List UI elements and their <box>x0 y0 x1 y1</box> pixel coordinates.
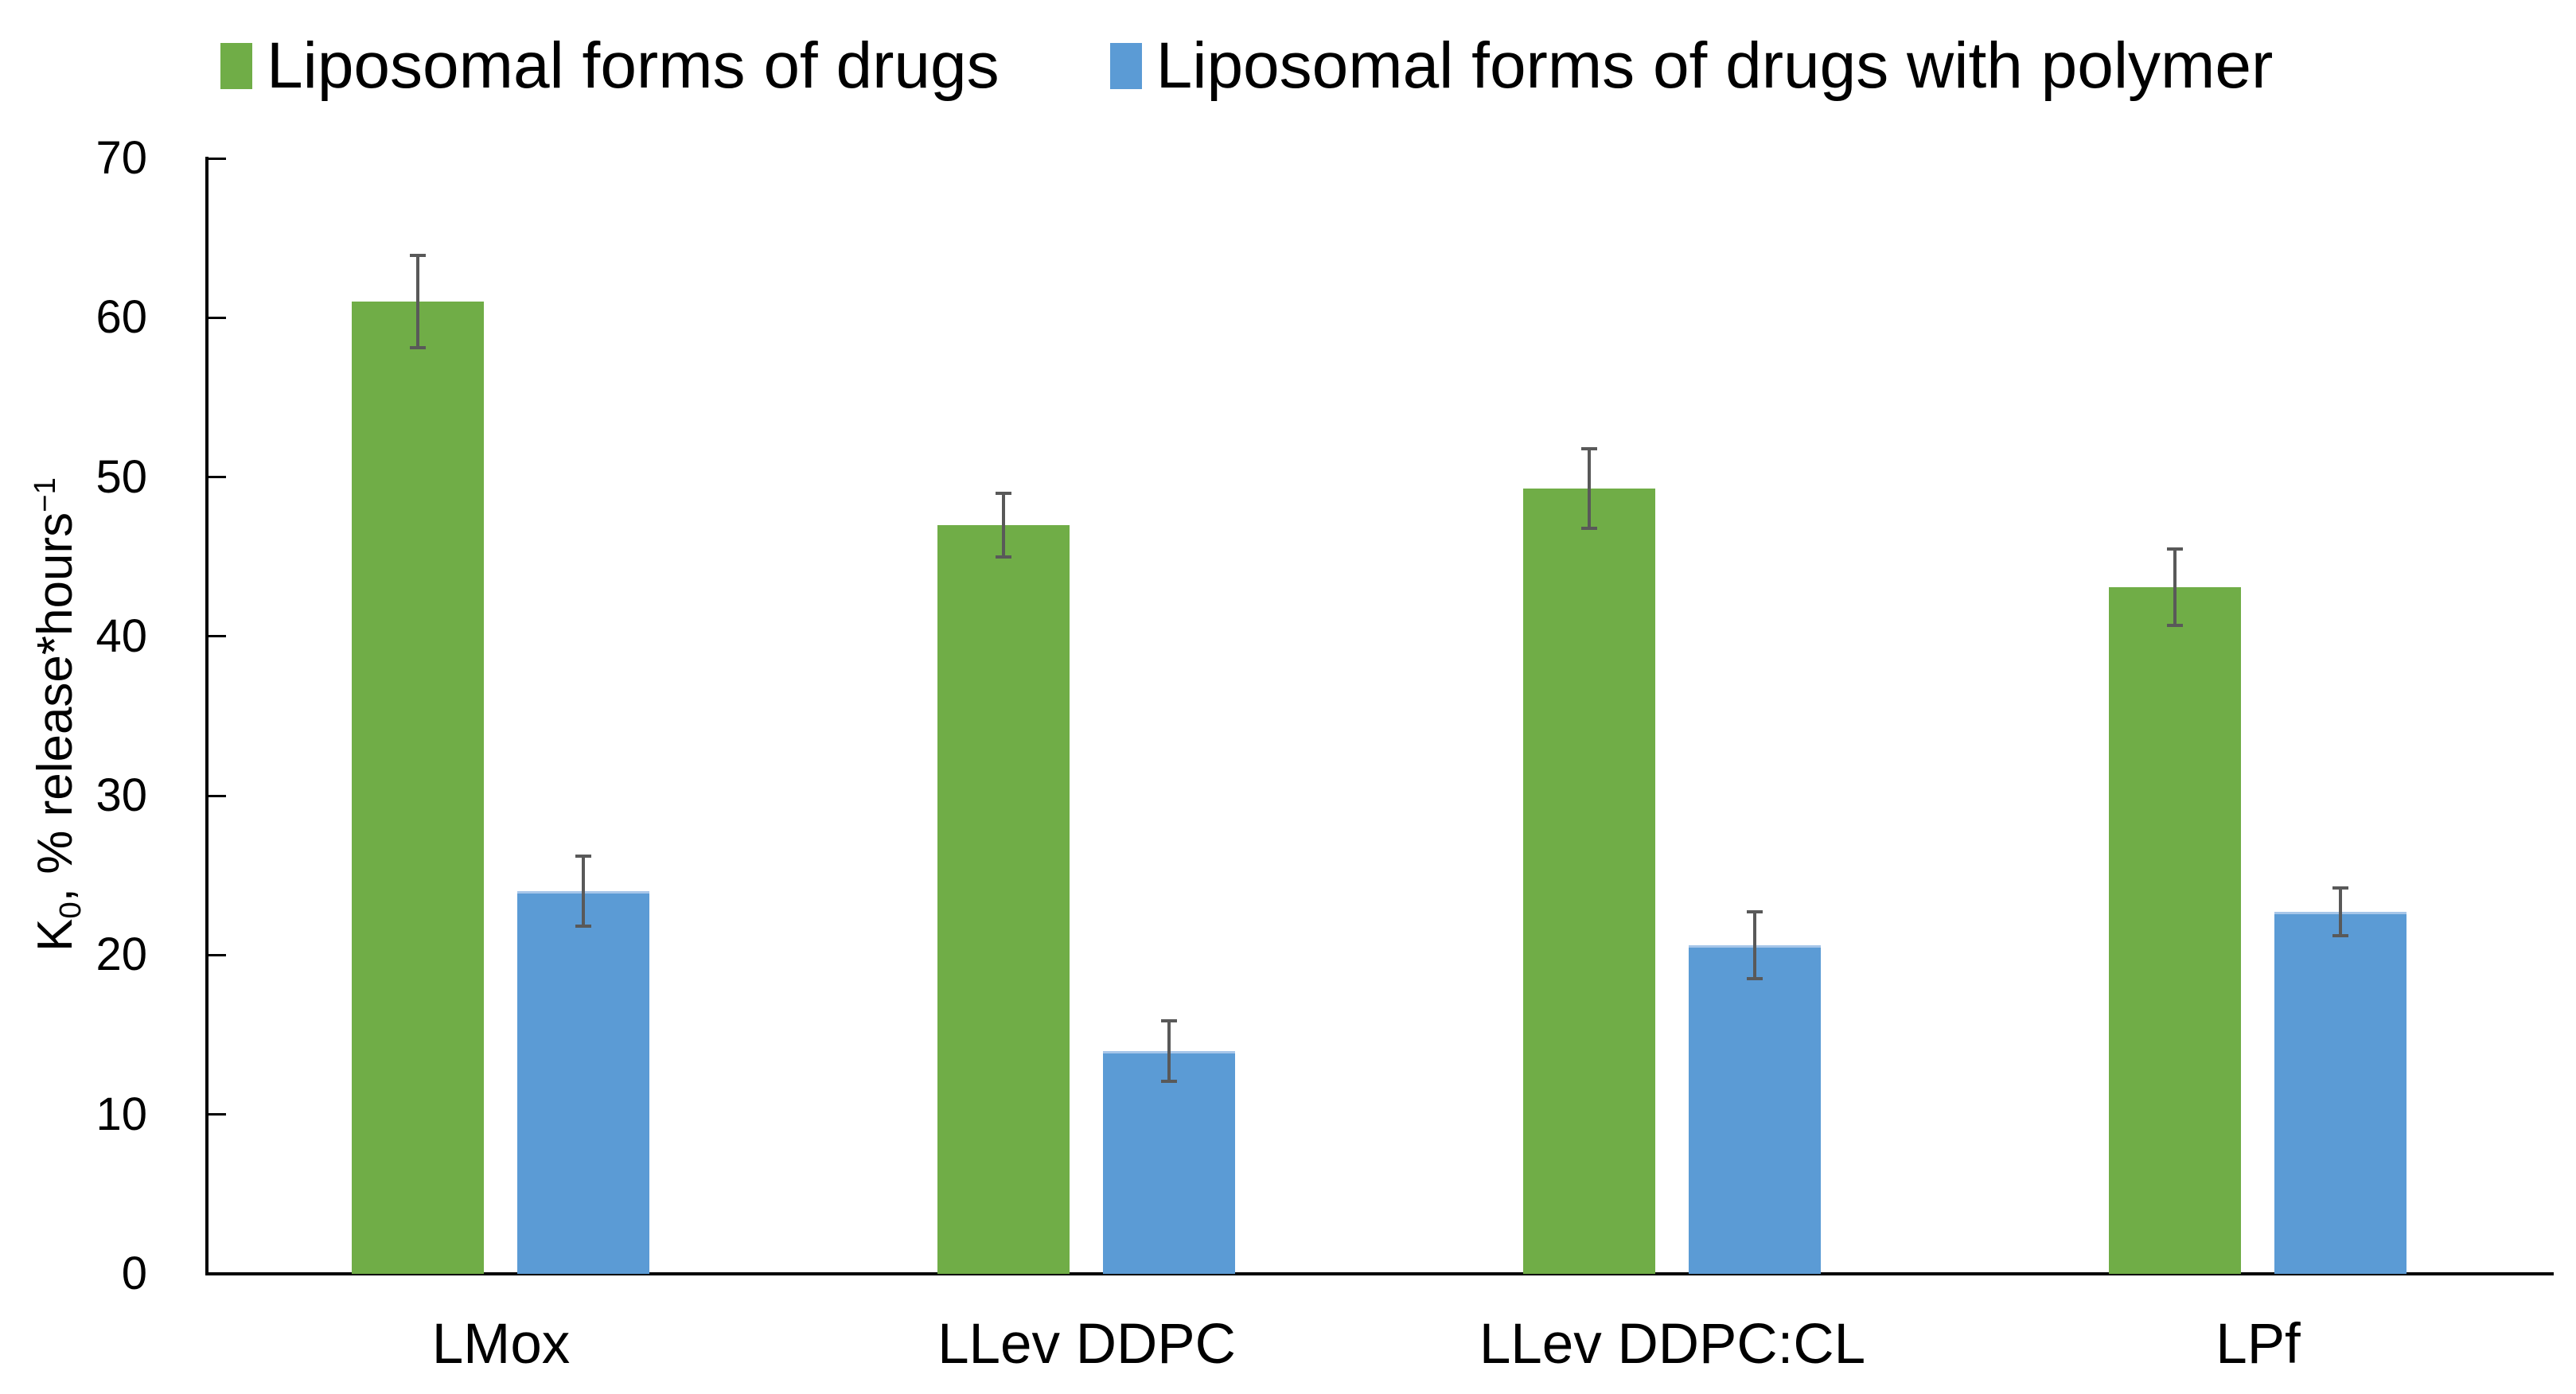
legend-item-liposomal-polymer: Liposomal forms of drugs with polymer <box>1109 29 2274 102</box>
error-bar-cap <box>2166 547 2183 551</box>
error-bar-cap <box>2166 623 2183 627</box>
error-bar-cap <box>1580 526 1597 530</box>
bar-green-LLev DDPC:CL <box>1522 488 1655 1274</box>
error-bar-cap <box>2332 934 2348 938</box>
error-bar <box>2338 888 2342 936</box>
y-axis-tick <box>207 1113 226 1116</box>
y-tick-label: 50 <box>95 450 147 503</box>
error-bar-cap <box>409 254 426 258</box>
x-category-label-LLev DDPC:CL: LLev DDPC:CL <box>1479 1313 1866 1376</box>
y-tick-label: 0 <box>121 1248 147 1299</box>
error-bar-cap <box>1746 910 1763 914</box>
y-tick-label: 10 <box>95 1088 147 1140</box>
error-bar <box>1752 912 1756 979</box>
error-bar-cap <box>575 855 591 859</box>
legend-swatch-blue <box>1109 43 1142 89</box>
y-axis-tick <box>207 953 226 956</box>
legend-item-liposomal: Liposomal forms of drugs <box>220 33 1000 99</box>
legend-label-liposomal: Liposomal forms of drugs <box>267 29 1000 102</box>
error-bar <box>2173 548 2177 625</box>
y-axis-line <box>205 157 208 1275</box>
error-bar-cap <box>1580 446 1597 450</box>
x-axis-line <box>205 1272 2554 1275</box>
error-bar <box>581 856 585 927</box>
y-axis-tick <box>207 635 226 638</box>
bar-blue-LLev DDPC:CL <box>1688 945 1821 1274</box>
error-bar <box>1587 448 1591 528</box>
error-bar <box>1167 1020 1171 1081</box>
bar-green-LLev DDPC <box>937 524 1070 1274</box>
y-axis-tick <box>207 1272 226 1275</box>
legend: Liposomal forms of drugs Liposomal forms… <box>220 33 2273 99</box>
error-bar-cap <box>995 555 1011 559</box>
y-axis-tick <box>207 316 226 319</box>
error-bar <box>1001 493 1005 557</box>
bar-blue-LLev DDPC <box>1102 1050 1235 1274</box>
y-axis-tick <box>207 794 226 797</box>
bar-blue-LPf <box>2274 912 2406 1274</box>
y-tick-label: 30 <box>95 769 147 822</box>
error-bar-cap <box>409 346 426 350</box>
y-tick-label: 60 <box>95 291 147 344</box>
error-bar-cap <box>1160 1018 1177 1022</box>
y-axis-tick <box>207 157 226 160</box>
x-category-label-LPf: LPf <box>2216 1313 2301 1376</box>
x-category-label-LLev DDPC: LLev DDPC <box>937 1313 1236 1376</box>
bar-green-LMox <box>351 302 484 1274</box>
bar-green-LPf <box>2108 586 2241 1274</box>
error-bar-cap <box>1746 977 1763 981</box>
y-tick-label: 40 <box>95 609 147 662</box>
error-bar-cap <box>1160 1079 1177 1083</box>
legend-label-liposomal-polymer: Liposomal forms of drugs with polymer <box>1155 29 2274 102</box>
error-bar-cap <box>2332 886 2348 890</box>
y-tick-label: 20 <box>95 929 147 981</box>
legend-swatch-green <box>220 43 252 89</box>
error-bar-cap <box>575 925 591 929</box>
y-axis-tick <box>207 476 226 479</box>
bar-blue-LMox <box>516 891 649 1274</box>
error-bar-cap <box>995 491 1011 495</box>
y-tick-label: 70 <box>95 132 147 184</box>
error-bar <box>415 255 419 348</box>
x-category-label-LMox: LMox <box>431 1313 571 1376</box>
